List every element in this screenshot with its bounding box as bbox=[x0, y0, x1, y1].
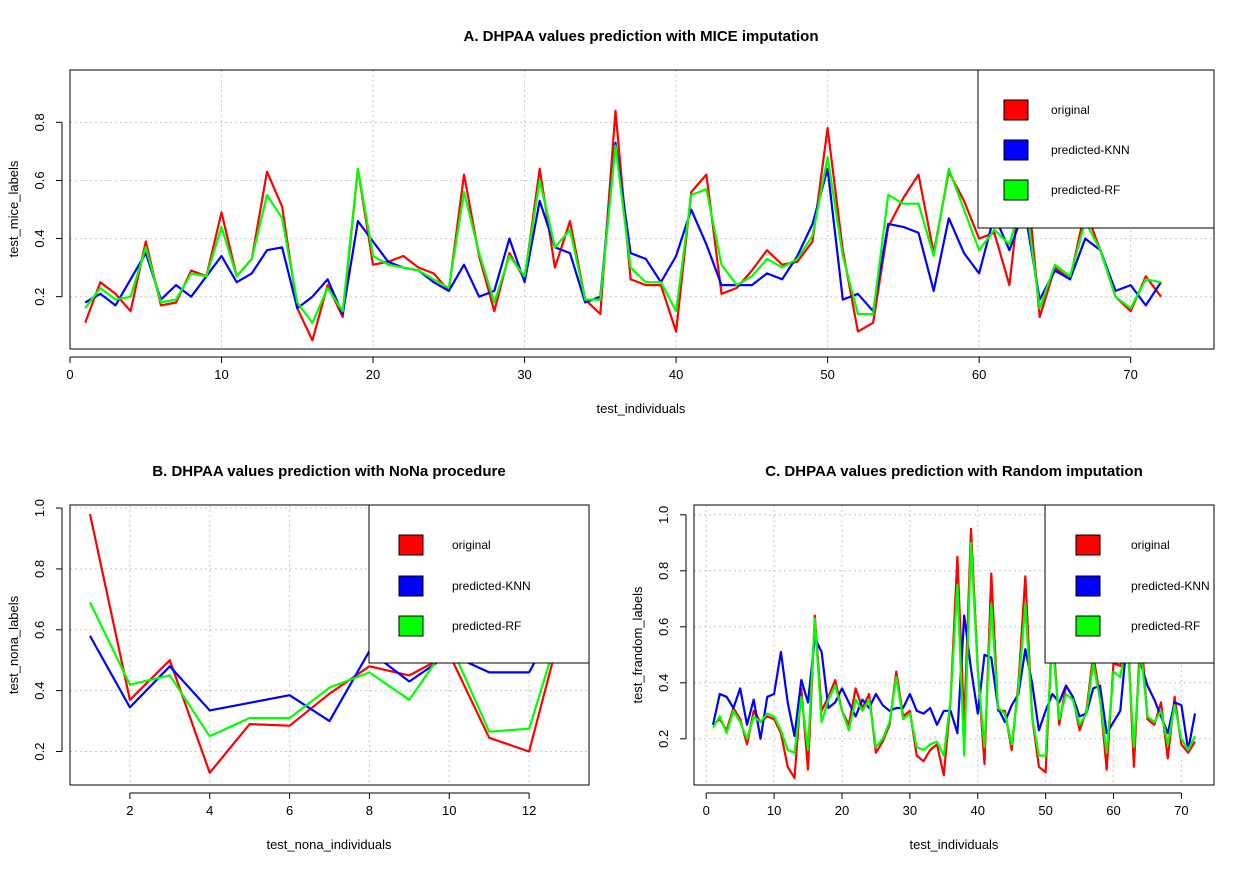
panel-c-y-label: test_frandom_labels bbox=[630, 586, 645, 704]
panel-a-legend-swatch-original bbox=[1003, 99, 1029, 121]
panel-c-legend-swatch-original bbox=[1075, 534, 1101, 556]
panel-b-y-tick-label-3: 0.8 bbox=[32, 560, 47, 578]
panel-a-x-label: test_individuals bbox=[597, 401, 686, 416]
panel-a-y-tick-label-0: 0.2 bbox=[32, 288, 47, 306]
panel-c-legend: original predicted-KNN predicted-RF bbox=[1044, 504, 1215, 664]
panel-c-legend-label-original: original bbox=[1131, 538, 1170, 552]
panel-c-legend-label-predicted-KNN: predicted-KNN bbox=[1131, 579, 1210, 593]
panel-a-legend-swatch-predicted-KNN bbox=[1003, 139, 1029, 161]
panel-a-legend-label-original: original bbox=[1051, 103, 1090, 117]
panel-b-title: B. DHPAA values prediction with NoNa pro… bbox=[152, 463, 505, 480]
panel-c-x-tick-label-2: 20 bbox=[835, 803, 849, 818]
panel-b-y-tick-label-1: 0.4 bbox=[32, 682, 47, 700]
panel-b-series bbox=[88, 513, 571, 774]
panel-a-axes: 0 10 20 30 40 50 60 70 0.2 0.4 0.6 0.8 bbox=[32, 113, 1138, 382]
panel-c-x-tick-label-7: 70 bbox=[1174, 803, 1188, 818]
panel-c-x-tick-label-6: 60 bbox=[1106, 803, 1120, 818]
panel-a-y-tick-label-1: 0.4 bbox=[32, 230, 47, 248]
panel-c-x-label: test_individuals bbox=[910, 837, 999, 852]
panel-c-x-tick-label-5: 50 bbox=[1038, 803, 1052, 818]
panel-a-x-tick-label-6: 60 bbox=[972, 367, 986, 382]
panel-b-y-label: test_nona_labels bbox=[6, 595, 21, 694]
panel-c-y-tick-label-0: 0.2 bbox=[656, 730, 671, 748]
panel-b-legend-label-predicted-KNN: predicted-KNN bbox=[452, 579, 531, 593]
panel-b-legend-swatch-original bbox=[398, 534, 424, 556]
panel-b-x-tick-label-4: 10 bbox=[442, 803, 456, 818]
panel-a-legend: original predicted-KNN predicted-RF bbox=[977, 69, 1215, 229]
panel-a-x-tick-label-7: 70 bbox=[1123, 367, 1137, 382]
panel-b-x-tick-label-0: 2 bbox=[126, 803, 133, 818]
panel-c-x-tick-label-3: 30 bbox=[903, 803, 917, 818]
panel-b: B. DHPAA values prediction with NoNa pro… bbox=[6, 463, 590, 852]
panel-a-series bbox=[84, 109, 1162, 342]
panel-b-x-tick-label-3: 8 bbox=[366, 803, 373, 818]
panel-a-legend-label-predicted-RF: predicted-RF bbox=[1051, 183, 1120, 197]
panel-c-legend-box bbox=[1044, 504, 1215, 664]
panel-a-x-tick-label-5: 50 bbox=[820, 367, 834, 382]
panel-c-legend-swatch-predicted-RF bbox=[1075, 615, 1101, 637]
panel-c-legend-swatch-predicted-KNN bbox=[1075, 575, 1101, 597]
panel-c-y-tick-label-2: 0.6 bbox=[656, 618, 671, 636]
panel-a-y-tick-label-2: 0.6 bbox=[32, 171, 47, 189]
panel-a-x-tick-label-2: 20 bbox=[366, 367, 380, 382]
panel-a-y-tick-label-3: 0.8 bbox=[32, 113, 47, 131]
panel-c-axes: 0 10 20 30 40 50 60 70 0.2 0.4 0.6 0.8 1.0 bbox=[656, 506, 1189, 818]
panel-b-legend-swatch-predicted-RF bbox=[398, 615, 424, 637]
panel-a-title: A. DHPAA values prediction with MICE imp… bbox=[463, 28, 818, 45]
panel-c-y-tick-label-1: 0.4 bbox=[656, 674, 671, 692]
panel-a-legend-swatch-predicted-RF bbox=[1003, 179, 1029, 201]
panel-c-x-tick-label-4: 40 bbox=[971, 803, 985, 818]
panel-b-y-tick-label-4: 1.0 bbox=[32, 499, 47, 517]
panel-c-series-predicted-RF bbox=[712, 541, 1196, 757]
panel-a-x-tick-label-1: 10 bbox=[214, 367, 228, 382]
panel-b-axes: 2 4 6 8 10 12 0.2 0.4 0.6 0.8 1.0 bbox=[32, 499, 536, 818]
panel-b-x-tick-label-5: 12 bbox=[522, 803, 536, 818]
panel-b-y-tick-label-2: 0.6 bbox=[32, 621, 47, 639]
panel-b-x-label: test_nona_individuals bbox=[266, 837, 392, 852]
panel-b-legend: original predicted-KNN predicted-RF bbox=[368, 504, 590, 664]
panel-a-x-tick-label-3: 30 bbox=[517, 367, 531, 382]
panel-b-legend-label-predicted-RF: predicted-RF bbox=[452, 619, 521, 633]
panel-b-series-predicted-RF bbox=[89, 598, 571, 738]
panel-a-legend-label-predicted-KNN: predicted-KNN bbox=[1051, 143, 1130, 157]
panel-c-x-tick-label-0: 0 bbox=[703, 803, 710, 818]
panel-b-x-tick-label-1: 4 bbox=[206, 803, 213, 818]
panel-c-title: C. DHPAA values prediction with Random i… bbox=[765, 463, 1143, 480]
panel-b-series-original bbox=[88, 513, 571, 774]
panel-c-y-tick-label-3: 0.8 bbox=[656, 562, 671, 580]
panel-b-series-predicted-KNN bbox=[89, 598, 570, 723]
panel-c-series-predicted-KNN bbox=[711, 614, 1197, 752]
panel-c-series bbox=[711, 527, 1197, 780]
panel-c-y-tick-label-4: 1.0 bbox=[656, 506, 671, 524]
panel-a: A. DHPAA values prediction with MICE imp… bbox=[6, 28, 1215, 416]
panel-b-y-tick-label-0: 0.2 bbox=[32, 742, 47, 760]
panel-c: C. DHPAA values prediction with Random i… bbox=[630, 463, 1215, 852]
panel-a-y-label: test_mice_labels bbox=[6, 160, 21, 257]
panel-b-x-tick-label-2: 6 bbox=[286, 803, 293, 818]
panel-b-legend-swatch-predicted-KNN bbox=[398, 575, 424, 597]
panel-c-x-tick-label-1: 10 bbox=[767, 803, 781, 818]
panel-b-legend-label-original: original bbox=[452, 538, 491, 552]
panel-c-legend-label-predicted-RF: predicted-RF bbox=[1131, 619, 1200, 633]
panel-a-series-predicted-RF bbox=[84, 144, 1162, 324]
panel-a-x-tick-label-0: 0 bbox=[66, 367, 73, 382]
panel-a-x-tick-label-4: 40 bbox=[669, 367, 683, 382]
